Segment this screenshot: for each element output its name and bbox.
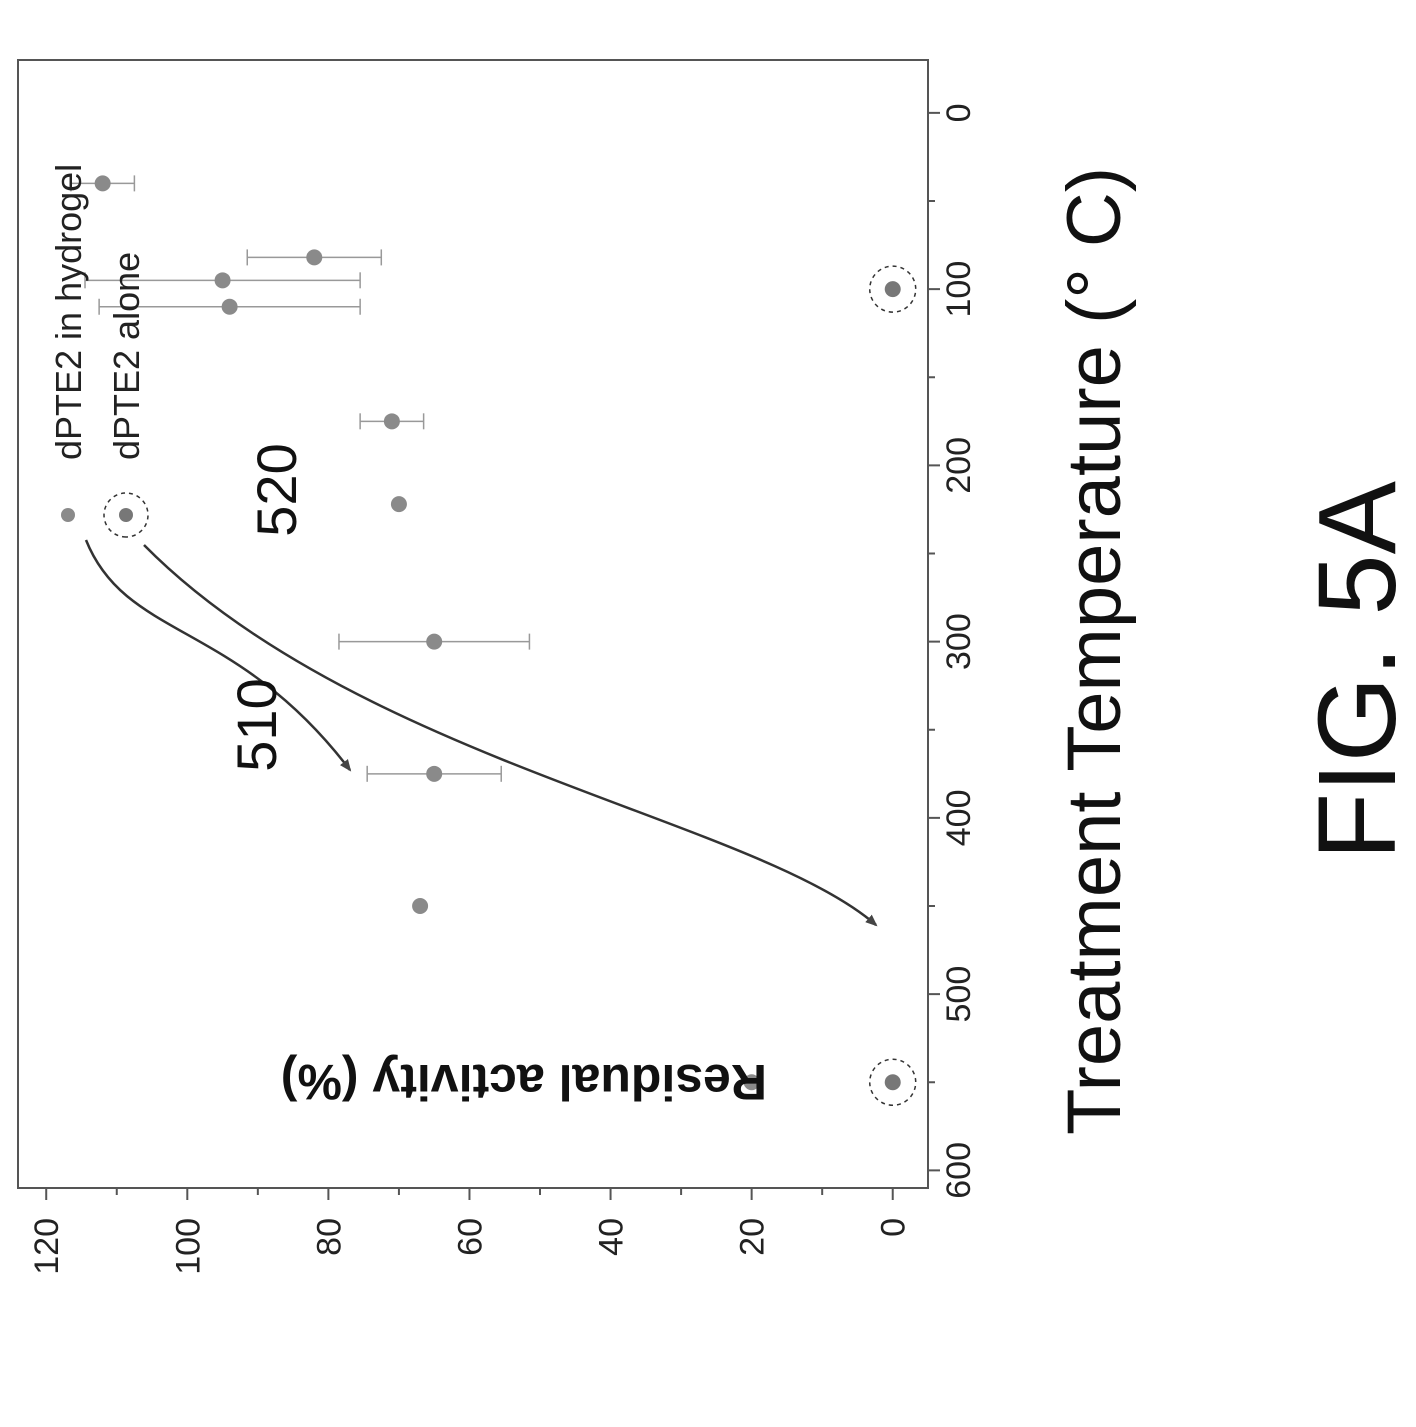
highlight-circle — [868, 265, 917, 313]
data-point — [383, 413, 400, 430]
x-axis-title: Treatment Temperature (° C) — [1052, 167, 1137, 1135]
data-point — [221, 298, 238, 315]
x-tick-label: 400 — [940, 790, 978, 847]
data-point — [306, 249, 323, 266]
y-tick-label: 0 — [875, 1218, 913, 1237]
y-axis — [45, 1188, 894, 1200]
legend — [61, 492, 149, 538]
data-point — [884, 281, 901, 298]
y-tick-label: 20 — [734, 1218, 772, 1256]
y-axis-title: Residual activity (%) — [281, 1054, 767, 1110]
data-point — [214, 272, 231, 289]
series-layer — [70, 175, 917, 1106]
callouts — [84, 539, 878, 927]
data-point — [412, 898, 429, 914]
x-tick-label: 100 — [940, 261, 978, 318]
callout-arrow-510 — [84, 539, 352, 772]
data-point — [426, 765, 443, 782]
x-tick-label: 500 — [940, 966, 978, 1023]
y-tick-label: 40 — [593, 1218, 631, 1256]
plot-frame — [17, 59, 929, 1189]
highlight-circle — [868, 1058, 917, 1106]
legend-label: dPTE2 in hydrogel — [48, 164, 89, 460]
series-hydrogel — [70, 175, 760, 1091]
plot-area — [17, 59, 940, 1200]
data-point — [884, 1074, 901, 1091]
y-tick-label: 120 — [28, 1218, 66, 1275]
legend-highlight-circle — [103, 492, 149, 538]
callout-arrow-520 — [143, 544, 878, 927]
x-tick-label: 200 — [940, 437, 978, 494]
legend-marker — [61, 508, 75, 522]
x-tick-label: 300 — [940, 613, 978, 670]
series-alone — [868, 265, 917, 1106]
y-tick-label: 60 — [451, 1218, 489, 1256]
x-tick-label: 600 — [940, 1142, 978, 1199]
y-tick-label: 80 — [310, 1218, 348, 1256]
data-point — [390, 496, 407, 513]
x-axis — [928, 111, 940, 1172]
callout-label-520: 520 — [245, 443, 308, 536]
figure-label: FIG. 5A — [1296, 480, 1416, 860]
data-point — [94, 175, 111, 192]
x-tick-label: 0 — [940, 103, 978, 122]
y-tick-label: 100 — [169, 1218, 207, 1275]
data-point — [743, 1074, 760, 1091]
legend-marker — [119, 508, 133, 522]
data-point — [426, 633, 443, 650]
callout-label-510: 510 — [225, 678, 288, 771]
legend-label: dPTE2 alone — [106, 252, 147, 460]
